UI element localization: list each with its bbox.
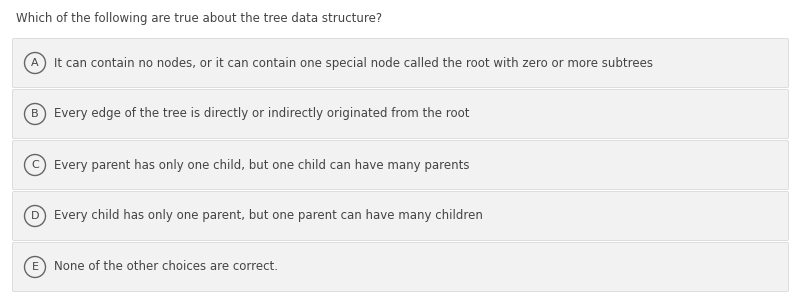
Circle shape	[25, 103, 46, 125]
Text: D: D	[30, 211, 39, 221]
Circle shape	[25, 155, 46, 176]
Circle shape	[25, 53, 46, 73]
Circle shape	[25, 256, 46, 278]
Text: C: C	[31, 160, 39, 170]
Text: None of the other choices are correct.: None of the other choices are correct.	[54, 260, 278, 274]
Text: Every child has only one parent, but one parent can have many children: Every child has only one parent, but one…	[54, 210, 483, 222]
FancyBboxPatch shape	[13, 192, 789, 241]
FancyBboxPatch shape	[13, 140, 789, 189]
Text: B: B	[31, 109, 39, 119]
FancyBboxPatch shape	[13, 39, 789, 88]
Circle shape	[25, 206, 46, 226]
Text: Every parent has only one child, but one child can have many parents: Every parent has only one child, but one…	[54, 159, 470, 171]
Text: Every edge of the tree is directly or indirectly originated from the root: Every edge of the tree is directly or in…	[54, 107, 470, 121]
FancyBboxPatch shape	[13, 89, 789, 139]
Text: E: E	[31, 262, 38, 272]
Text: A: A	[31, 58, 39, 68]
Text: It can contain no nodes, or it can contain one special node called the root with: It can contain no nodes, or it can conta…	[54, 57, 653, 69]
Text: Which of the following are true about the tree data structure?: Which of the following are true about th…	[16, 12, 382, 25]
FancyBboxPatch shape	[13, 242, 789, 292]
